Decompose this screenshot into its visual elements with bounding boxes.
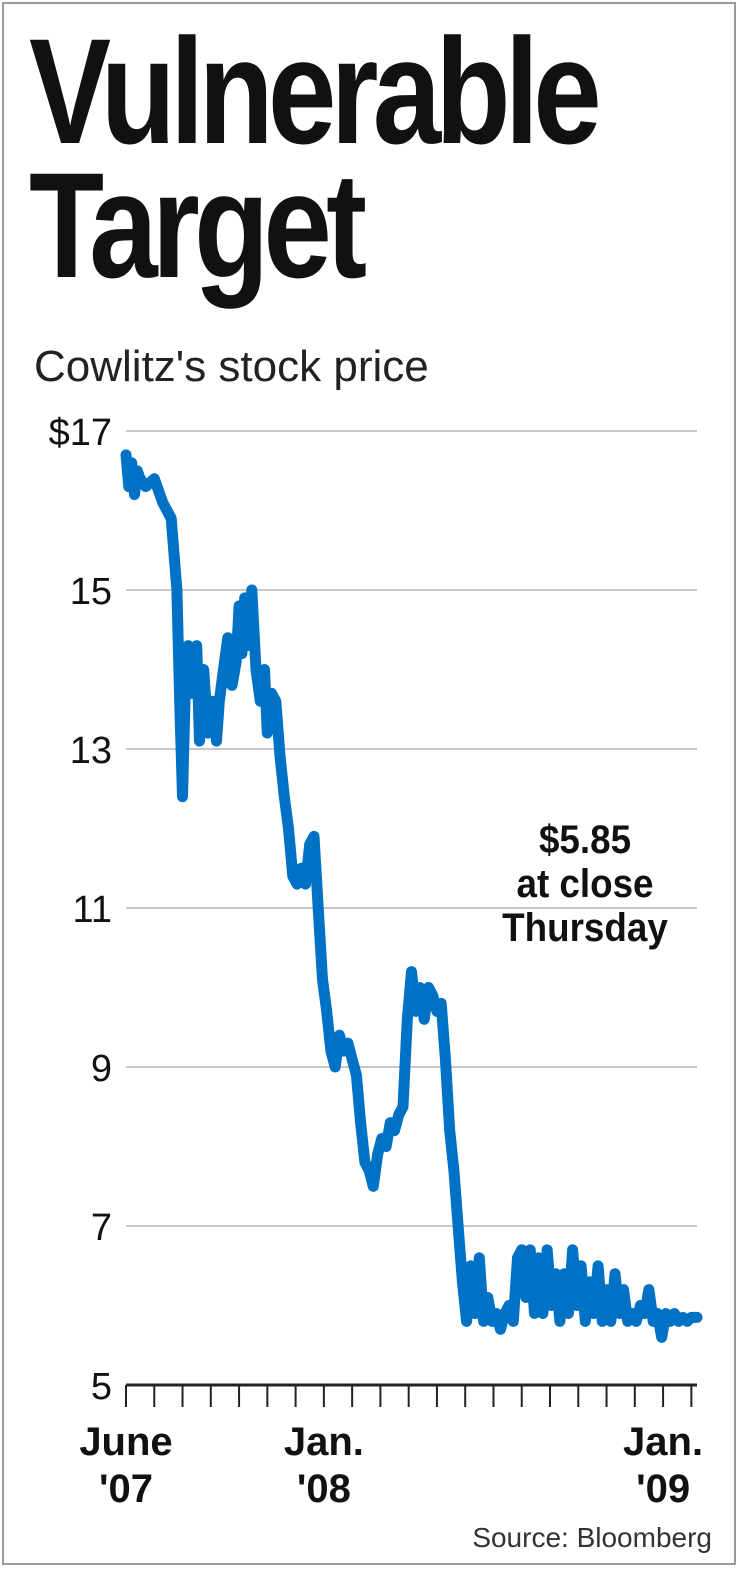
x-tick-label: '08 [297, 1467, 351, 1511]
y-tick-label: 13 [70, 730, 112, 772]
price-series-line [120, 449, 703, 1343]
source-note: Source: Bloomberg [472, 1522, 712, 1553]
chart-subtitle: Cowlitz's stock price [34, 342, 429, 391]
y-tick-label: $17 [49, 412, 112, 454]
x-tick-label: Jan. [284, 1420, 364, 1464]
annotation-line1: $5.85 [538, 818, 632, 862]
chart-title-line1: Vulnerable [29, 7, 602, 175]
close-price-annotation: $5.85 at close Thursday [488, 818, 681, 950]
chart-title: Vulnerable Target [29, 7, 602, 309]
x-axis [125, 1383, 697, 1407]
y-tick-label: 15 [70, 571, 112, 613]
x-tick-label: '07 [99, 1467, 153, 1511]
series-layer [120, 449, 703, 1343]
annotation-line3: Thursday [502, 906, 668, 950]
x-tick-label: Jan. [623, 1420, 703, 1464]
y-tick-label: 5 [91, 1366, 112, 1408]
y-tick-label: 11 [73, 889, 112, 931]
gridlines [126, 430, 697, 1227]
x-tick-label: June [79, 1420, 172, 1464]
y-tick-label: 7 [91, 1207, 112, 1249]
y-tick-label: 9 [91, 1048, 112, 1090]
chart-title-line2: Target [29, 141, 367, 309]
x-tick-label: '09 [636, 1467, 690, 1511]
y-axis-labels: $17 15 13 11 9 7 5 [49, 412, 112, 1408]
annotation-line2: at close [516, 862, 654, 906]
